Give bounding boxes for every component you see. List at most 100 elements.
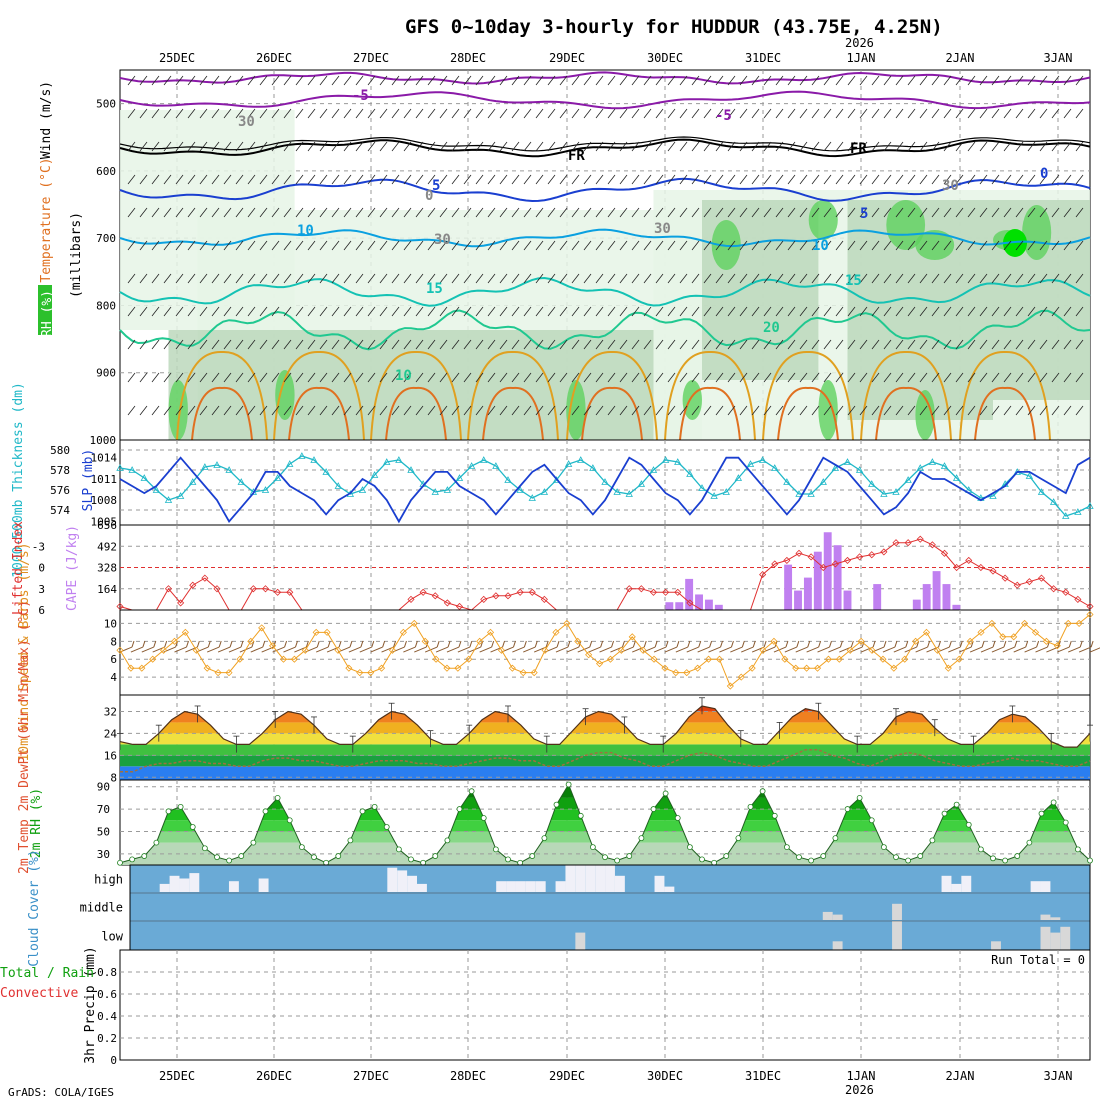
wind-speed-point (922, 628, 931, 636)
wind-barb-10m (577, 646, 590, 653)
wind-barb (991, 207, 1000, 218)
date-top-28DEC: 28DEC (450, 51, 486, 65)
wind-barb-10m (1068, 646, 1081, 653)
date-top-29DEC: 29DEC (549, 51, 585, 65)
wind-barb-flag (469, 640, 473, 648)
lifted-index-point (940, 549, 949, 557)
rh2m-point (626, 853, 633, 859)
cape-bar (912, 599, 921, 610)
wind-barb (811, 174, 820, 185)
wind-barb (943, 240, 952, 251)
wind-barb-flag (491, 640, 495, 648)
wind-barb (715, 174, 724, 185)
wind-barb-flag (905, 640, 909, 648)
lifted-index-point (1086, 602, 1094, 611)
wind-barb (823, 372, 832, 383)
wind-barb (511, 273, 520, 284)
wind-speed-point (726, 682, 734, 690)
wind-barb (595, 405, 604, 416)
wind-barb (919, 240, 928, 251)
wind-barb (823, 207, 832, 218)
wind-barb (211, 240, 220, 251)
wind-barb (967, 405, 976, 416)
wind-barb (1051, 240, 1060, 251)
wind-barb-flag (730, 640, 734, 648)
rh2m-point (1074, 846, 1081, 853)
lifted-index-point (662, 588, 670, 596)
cloud-bar-middle (892, 903, 902, 920)
wind-barb (139, 75, 148, 86)
wind-barb (307, 75, 316, 86)
cloud-bar-high (169, 875, 180, 892)
wind-barb (811, 240, 820, 251)
wind-barb (727, 75, 736, 86)
rh2m-point (602, 854, 608, 861)
wind-barb (775, 372, 784, 383)
wind-barb (475, 75, 484, 86)
wind-barb (547, 207, 556, 218)
wind-speed-point (476, 637, 484, 645)
wind-speed-point (628, 633, 636, 641)
wind-speed-point (181, 628, 189, 636)
wind-barb (895, 339, 904, 350)
thickness-point (771, 464, 779, 471)
wind-barb (247, 75, 256, 86)
wind-barb (955, 207, 964, 218)
temp-band-5 (120, 711, 1090, 723)
wind-barb (535, 339, 544, 350)
wind-barb (187, 75, 196, 86)
wind-barb-flag (785, 640, 789, 648)
wind-barb (295, 339, 304, 350)
thickness-point (601, 478, 609, 485)
wind-barb (835, 240, 844, 251)
wind-barb-10m (315, 646, 329, 653)
wind-barb (211, 141, 220, 152)
wind-barb (295, 174, 304, 185)
wind-barb-10m (174, 646, 187, 653)
wind-barb (439, 207, 448, 218)
wind-barb-flag (305, 640, 309, 648)
thickness-point (613, 488, 621, 495)
lifted-index-point (431, 592, 439, 600)
wind-barb (955, 339, 964, 350)
rh2m-point (650, 806, 657, 812)
wind-speed-point (345, 664, 353, 672)
wind-barb (715, 372, 724, 383)
wind-barb (823, 75, 832, 86)
wind-barb (463, 306, 472, 317)
lifted-index-point (1074, 595, 1082, 603)
pressure-tick-700: 700 (96, 232, 116, 245)
wind-barb (331, 240, 340, 251)
thickness-point (310, 456, 318, 463)
wind-barb (1015, 141, 1024, 152)
isotherm-25-loop-3 (467, 350, 559, 441)
wind-barb (751, 339, 760, 350)
wind-barb (139, 240, 148, 251)
wind-barb-flag (698, 640, 702, 648)
wind-barb (283, 75, 292, 86)
wind-barb (379, 75, 388, 86)
wind-barb (1003, 372, 1012, 383)
wind-barb (895, 108, 904, 119)
wind-barb (1075, 372, 1084, 383)
wind-speed-point (443, 664, 451, 672)
thickness-point (370, 471, 379, 478)
wind-barb (703, 339, 712, 350)
wind-barb (1051, 75, 1060, 86)
wind-barb (1027, 108, 1036, 119)
contour-label-30: 30 (942, 178, 959, 194)
wind-barb-flag (807, 640, 811, 648)
cloud-bar-high (258, 878, 269, 892)
precip-tick-0.4: 0.4 (97, 1010, 117, 1023)
wind-barb-flag (709, 640, 713, 648)
wind-barb (391, 339, 400, 350)
wind-barb (979, 207, 988, 218)
isotherm-25-loop-2 (370, 350, 462, 441)
cloud-bar-high (1040, 881, 1051, 892)
wind-barb (667, 306, 676, 317)
cloud-ylabel: Cloud Cover (%) (27, 849, 42, 966)
rh2m-point (893, 854, 899, 861)
wind-barb (895, 240, 904, 251)
wind-barb (487, 174, 496, 185)
